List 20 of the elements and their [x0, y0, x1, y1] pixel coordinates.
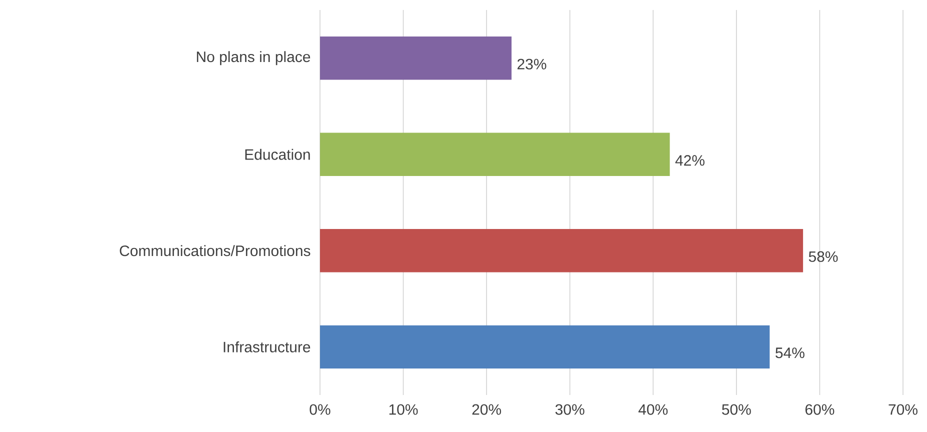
data-label: 54%	[776, 348, 804, 358]
y-tick-label: Infrastructure	[224, 341, 310, 352]
x-tick-label: 50%	[722, 404, 751, 415]
y-tick-label: No plans in place	[196, 51, 310, 66]
x-tick-label: 70%	[888, 404, 918, 415]
bar	[320, 132, 670, 176]
x-tick-label: 30%	[555, 404, 584, 415]
bar	[320, 228, 804, 272]
x-tick-label: 40%	[638, 404, 668, 415]
x-tick-label: 60%	[805, 404, 834, 415]
x-tick-label: 0%	[310, 404, 330, 415]
bar	[320, 36, 512, 80]
y-tick-label: Communications/Promotions	[120, 245, 310, 256]
y-tick-label: Education	[245, 148, 310, 160]
data-label: 58%	[808, 251, 838, 262]
x-tick-label: 20%	[472, 404, 502, 415]
data-label: 23%	[518, 58, 546, 70]
x-tick-label: 10%	[389, 404, 418, 415]
bar	[320, 325, 770, 369]
data-label: 42%	[675, 155, 704, 166]
